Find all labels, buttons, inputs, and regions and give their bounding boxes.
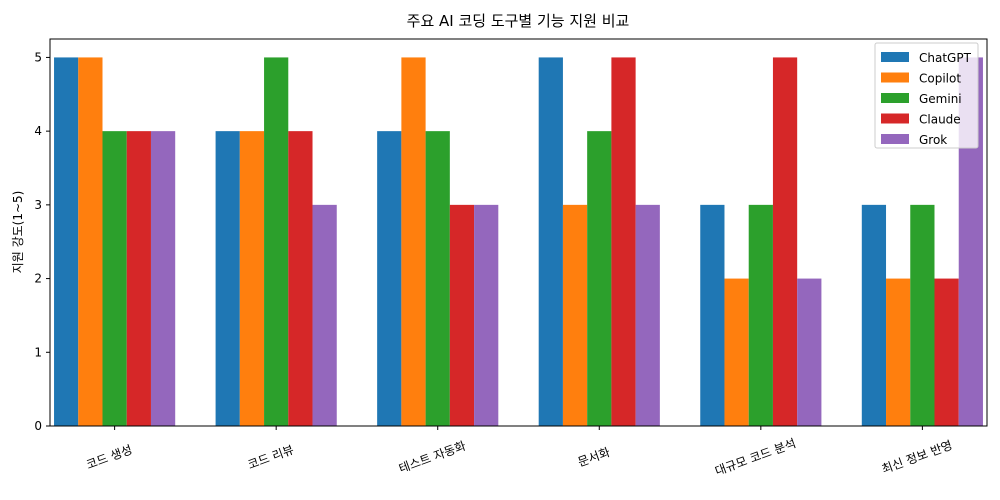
bar-gemini-5	[910, 204, 935, 426]
bar-gemini-2	[425, 131, 450, 426]
bar-chatgpt-2	[377, 131, 402, 426]
bar-copilot-2	[401, 57, 426, 427]
bar-claude-3	[611, 57, 636, 427]
legend-label: Claude	[919, 113, 961, 127]
bar-gemini-0	[102, 131, 127, 426]
legend-label: Gemini	[919, 92, 962, 106]
bar-chatgpt-1	[215, 131, 240, 426]
plot-frame	[49, 38, 988, 427]
y-tick-label: 4	[34, 124, 42, 138]
bar-chatgpt-3	[538, 57, 563, 427]
legend-swatch	[881, 134, 909, 144]
bar-claude-1	[288, 131, 313, 426]
legend-swatch	[881, 52, 909, 62]
chart-title: 주요 AI 코딩 도구별 기능 지원 비교	[407, 12, 630, 30]
bar-gemini-1	[264, 57, 289, 427]
bar-grok-0	[150, 131, 176, 426]
y-axis-label: 지원 강도(1~5)	[11, 191, 25, 274]
legend-label: Copilot	[919, 72, 961, 86]
bar-copilot-0	[78, 57, 103, 427]
bar-grok-4	[797, 278, 822, 426]
y-tick-label: 5	[34, 50, 42, 64]
bar-gemini-4	[748, 204, 773, 426]
legend-label: ChatGPT	[919, 51, 972, 65]
bar-copilot-5	[886, 278, 911, 426]
legend: ChatGPT Copilot Gemini Claude Grok	[874, 42, 979, 149]
y-tick-label: 2	[34, 272, 42, 286]
bar-claude-2	[449, 204, 475, 426]
y-tick-label: 3	[34, 198, 42, 212]
y-tick-label: 0	[34, 419, 42, 433]
bar-claude-4	[772, 57, 798, 427]
legend-label: Grok	[919, 133, 947, 147]
bar-chatgpt-0	[54, 57, 79, 427]
legend-swatch	[881, 93, 909, 103]
bar-copilot-3	[562, 204, 588, 426]
bar-copilot-4	[724, 278, 749, 426]
bar-grok-1	[312, 204, 337, 426]
legend-swatch	[881, 72, 909, 83]
bar-chatgpt-5	[861, 204, 887, 426]
bar-chatgpt-4	[700, 204, 725, 426]
legend-swatch	[881, 113, 909, 124]
y-tick-label: 1	[34, 345, 42, 359]
bar-gemini-3	[587, 131, 612, 426]
bar-copilot-1	[239, 131, 265, 426]
bar-grok-2	[474, 204, 499, 426]
bar-claude-5	[934, 278, 959, 426]
bar-claude-0	[126, 131, 151, 426]
bar-grok-3	[635, 204, 660, 426]
